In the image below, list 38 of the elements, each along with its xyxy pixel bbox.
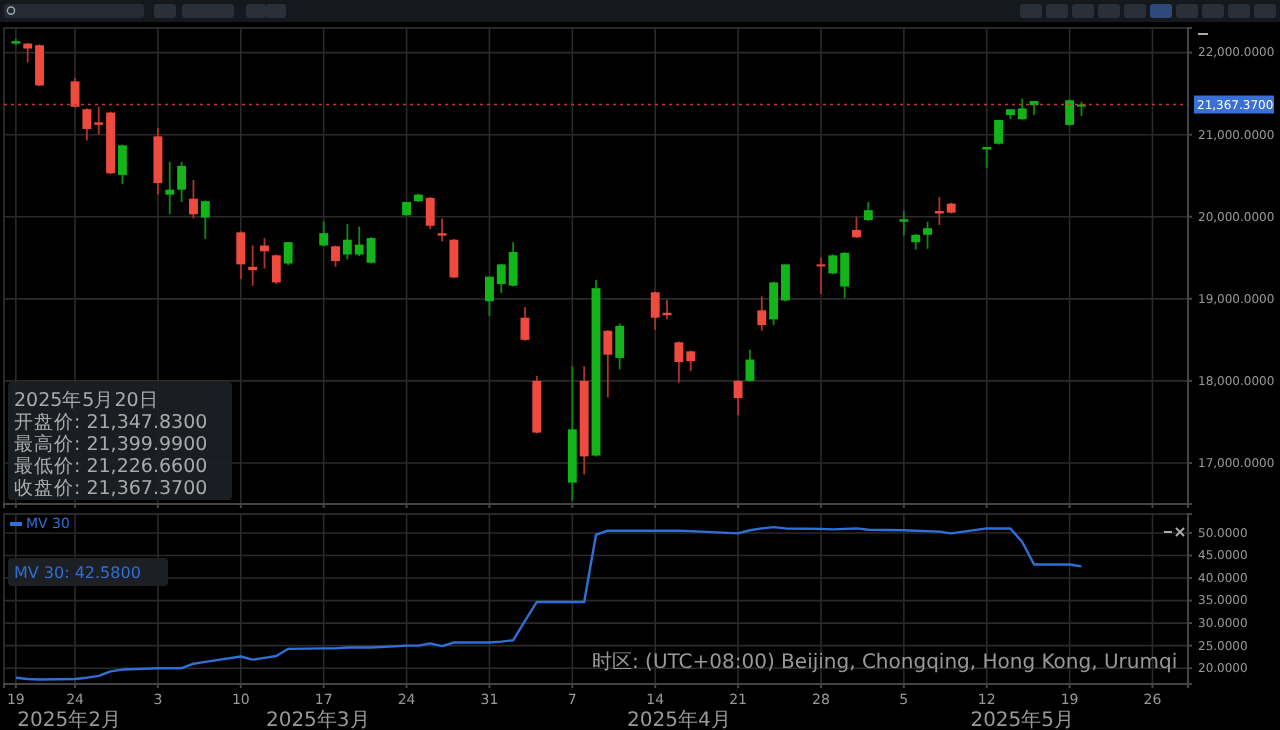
candlestick — [153, 127, 163, 196]
candlestick — [177, 160, 187, 203]
annotation: 2025年5月20日 — [14, 388, 159, 412]
candlestick — [236, 230, 246, 281]
candlestick — [757, 295, 767, 332]
text: 2025年3月 — [265, 708, 370, 730]
candlestick — [331, 244, 340, 268]
candlestick — [899, 210, 909, 237]
candlestick — [745, 348, 755, 383]
candlestick — [994, 119, 1003, 146]
candlestick — [863, 201, 873, 222]
candlestick — [283, 241, 293, 267]
candlestick — [248, 244, 258, 287]
candlestick — [165, 160, 175, 216]
candlestick — [189, 178, 198, 220]
candlestick — [271, 253, 281, 285]
candlestick — [615, 322, 625, 371]
candlestick — [923, 220, 932, 250]
candlestick — [319, 220, 329, 248]
candlestick — [117, 143, 127, 185]
candlestick — [437, 217, 447, 243]
text: 2025年4月 — [627, 708, 731, 730]
text: 2025年5月 — [970, 708, 1075, 730]
candlestick — [449, 238, 459, 280]
annotation: 最高价: 21,399.9900 — [14, 432, 208, 456]
candlestick — [260, 237, 269, 270]
candlestick — [425, 196, 435, 230]
candlestick — [603, 329, 613, 399]
annotation: MV 30: 42.5800 — [14, 564, 141, 582]
annotation: 时区: (UTC+08:00) Beijing, Chongqing, Hong Kong, Urumqi — [592, 650, 1178, 674]
candlestick — [852, 215, 861, 239]
text: 2025年2月 — [17, 708, 121, 730]
annotation: 收盘价: 21,367.3700 — [14, 476, 208, 500]
candlestick — [200, 199, 210, 240]
candlestick — [733, 379, 743, 417]
annotation: 最低价: 21,226.6600 — [14, 454, 208, 478]
annotation: 开盘价: 21,347.8300 — [14, 410, 208, 434]
candlestick — [70, 77, 80, 109]
